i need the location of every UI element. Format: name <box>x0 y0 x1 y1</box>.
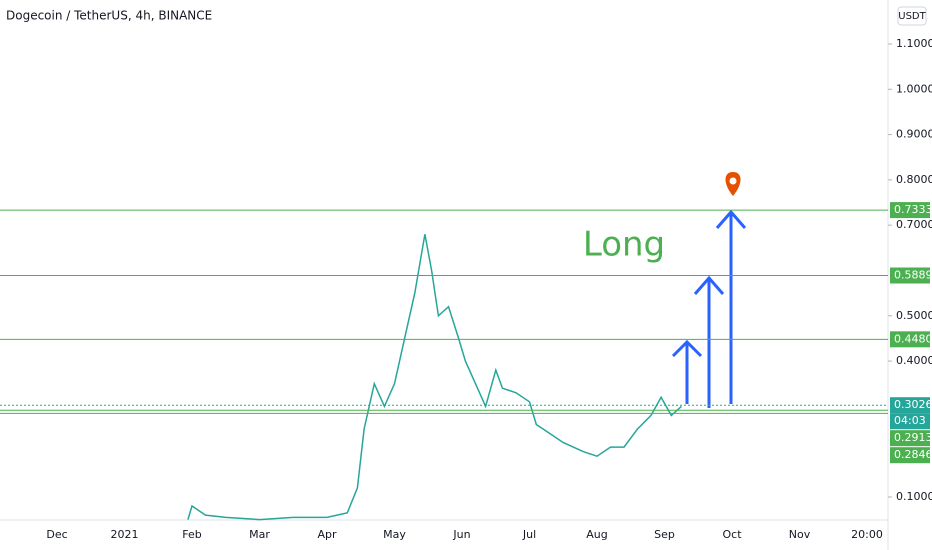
price-tag-label: 0.2913 <box>894 431 932 444</box>
x-tick-label: May <box>383 528 406 541</box>
x-tick-label: Apr <box>317 528 337 541</box>
currency-label: USDT <box>898 11 926 22</box>
y-tick-label: 1.0000 <box>896 82 932 95</box>
x-tick-label: Sep <box>654 528 675 541</box>
price-tag <box>890 202 930 219</box>
y-tick-label: 0.7000 <box>896 218 932 231</box>
x-tick-label: Feb <box>182 528 201 541</box>
x-tick-label: 2021 <box>111 528 139 541</box>
price-tag-label: 0.5889 <box>894 268 932 281</box>
price-line <box>187 234 682 521</box>
price-tag-label: 0.4480 <box>894 332 932 345</box>
arrows <box>671 209 747 408</box>
x-tick-label: Jul <box>522 528 536 541</box>
y-tick-label: 0.4000 <box>896 354 932 367</box>
price-tag <box>890 447 930 464</box>
x-tick-label: Dec <box>46 528 67 541</box>
arrow <box>671 339 703 404</box>
x-tick-label: Nov <box>789 528 811 541</box>
price-tag <box>890 331 930 348</box>
arrow <box>693 275 725 408</box>
price-tag <box>890 397 930 414</box>
x-tick-label: Aug <box>586 528 607 541</box>
y-tick-label: 1.1000 <box>896 37 932 50</box>
price-tag-label: 0.7333 <box>894 203 932 216</box>
price-tag <box>890 267 930 284</box>
countdown-label: 04:03 <box>894 414 926 427</box>
annotation: Long <box>583 225 665 265</box>
x-tick-label: 20:00 <box>851 528 883 541</box>
currency-button[interactable] <box>897 6 927 26</box>
y-tick-label: 0.9000 <box>896 128 932 141</box>
y-tick-label: 0.1000 <box>896 490 932 503</box>
x-tick-label: Jun <box>452 528 470 541</box>
target-pin-dot <box>729 177 737 185</box>
price-tag-label: 0.2846 <box>894 448 932 461</box>
y-tick-label: 0.8000 <box>896 173 932 186</box>
price-tag <box>890 430 930 447</box>
chart-title: Dogecoin / TetherUS, 4h, BINANCE <box>6 9 212 23</box>
y-tick-label: 0.5000 <box>896 309 932 322</box>
countdown-tag <box>890 413 930 430</box>
x-tick-label: Oct <box>722 528 742 541</box>
x-tick-label: Mar <box>249 528 270 541</box>
price-tag-label: 0.3026 <box>894 398 932 411</box>
arrow <box>715 209 747 404</box>
